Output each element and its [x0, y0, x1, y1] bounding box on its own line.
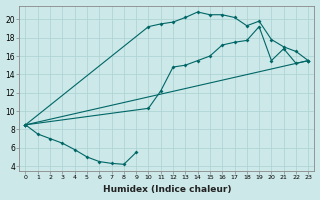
X-axis label: Humidex (Indice chaleur): Humidex (Indice chaleur) — [103, 185, 231, 194]
